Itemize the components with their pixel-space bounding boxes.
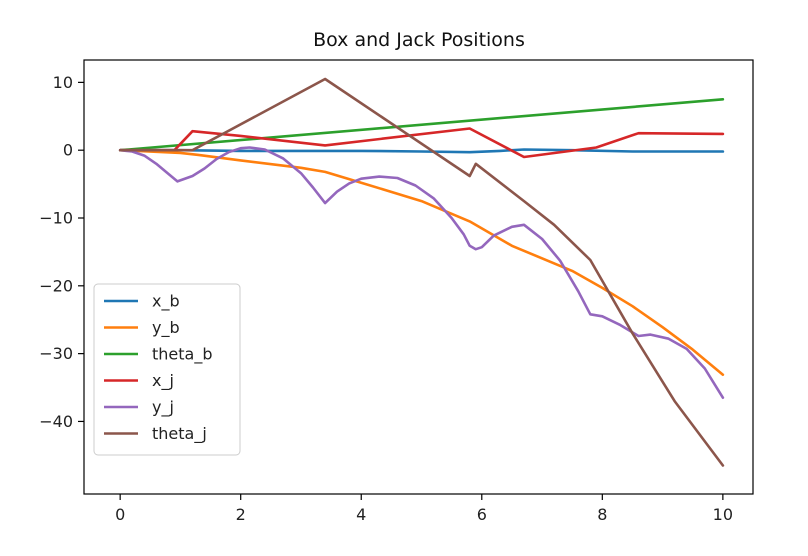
x-tick-label: 4	[356, 505, 366, 524]
y-tick-label: 10	[53, 73, 73, 92]
legend-label-x-b: x_b	[152, 292, 180, 312]
x-tick-label: 10	[713, 505, 733, 524]
x-tick-label: 8	[597, 505, 607, 524]
axes-frame	[83, 59, 754, 495]
chart-title: Box and Jack Positions	[313, 29, 525, 51]
legend-label-y-b: y_b	[152, 318, 180, 338]
series-lines	[118, 77, 725, 467]
legend-label-theta-j: theta_j	[152, 424, 207, 444]
legend: x_b y_b theta_b x_j y_j theta_j	[93, 283, 241, 456]
y-axis-ticks: 10 0 −10 −20 −30 −40	[39, 73, 84, 431]
y-tick-label: −20	[39, 276, 73, 295]
legend-label-x-j: x_j	[152, 371, 174, 391]
legend-label-theta-b: theta_b	[152, 345, 213, 365]
y-tick-label: 0	[63, 141, 73, 160]
y-tick-label: −40	[39, 412, 73, 431]
x-tick-label: 6	[477, 505, 487, 524]
x-axis-ticks: 0 2 4 6 8 10	[115, 494, 733, 524]
series-line-x-j	[118, 127, 725, 159]
x-tick-label: 2	[236, 505, 246, 524]
series-line-theta-j	[118, 77, 725, 467]
axes-border	[83, 59, 754, 495]
x-tick-label: 0	[115, 505, 125, 524]
legend-label-y-j: y_j	[152, 398, 174, 418]
y-tick-label: −10	[39, 209, 73, 228]
series-line-y-j	[118, 146, 725, 399]
series-line-theta-b	[118, 98, 725, 152]
y-tick-label: −30	[39, 344, 73, 363]
